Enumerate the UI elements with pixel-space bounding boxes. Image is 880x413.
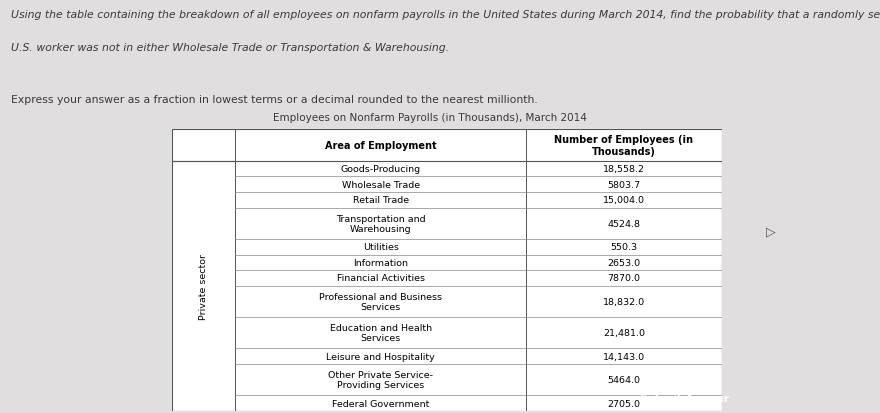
Text: 4524.8: 4524.8: [607, 219, 641, 228]
Text: 18,558.2: 18,558.2: [603, 165, 645, 173]
Text: 18,832.0: 18,832.0: [603, 297, 645, 306]
Text: Submit Answer: Submit Answer: [640, 393, 729, 403]
Text: Financial Activities: Financial Activities: [337, 274, 425, 283]
Text: Other Private Service-
Providing Services: Other Private Service- Providing Service…: [328, 370, 433, 389]
Text: Federal Government: Federal Government: [332, 399, 429, 408]
Text: Private sector: Private sector: [199, 253, 208, 319]
Text: 5803.7: 5803.7: [607, 180, 641, 189]
Text: U.S. worker was not in either Wholesale Trade or Transportation & Warehousing.: U.S. worker was not in either Wholesale …: [11, 43, 449, 53]
Text: Area of Employment: Area of Employment: [325, 141, 436, 151]
Text: 550.3: 550.3: [611, 242, 637, 252]
Text: Professional and Business
Services: Professional and Business Services: [319, 292, 442, 311]
Text: Education and Health
Services: Education and Health Services: [329, 323, 432, 343]
Text: Express your answer as a fraction in lowest terms or a decimal rounded to the ne: Express your answer as a fraction in low…: [11, 95, 538, 105]
Text: Number of Employees (in
Thousands): Number of Employees (in Thousands): [554, 135, 693, 157]
Text: Goods-Producing: Goods-Producing: [341, 165, 421, 173]
Text: Transportation and
Warehousing: Transportation and Warehousing: [336, 214, 425, 233]
Text: 2705.0: 2705.0: [607, 399, 641, 408]
Text: ▷: ▷: [766, 225, 775, 238]
Text: Wholesale Trade: Wholesale Trade: [341, 180, 420, 189]
Text: Employees on Nonfarm Payrolls (in Thousands), March 2014: Employees on Nonfarm Payrolls (in Thousa…: [273, 113, 587, 123]
Text: Information: Information: [353, 258, 408, 267]
Text: 7870.0: 7870.0: [607, 274, 641, 283]
Text: 5464.0: 5464.0: [607, 375, 641, 384]
Text: 15,004.0: 15,004.0: [603, 196, 645, 205]
Text: Retail Trade: Retail Trade: [353, 196, 408, 205]
Text: 21,481.0: 21,481.0: [603, 328, 645, 337]
Text: 2653.0: 2653.0: [607, 258, 641, 267]
Text: Leisure and Hospitality: Leisure and Hospitality: [326, 352, 435, 361]
Text: Using the table containing the breakdown of all employees on nonfarm payrolls in: Using the table containing the breakdown…: [11, 10, 880, 20]
Text: Utilities: Utilities: [363, 242, 399, 252]
Text: 14,143.0: 14,143.0: [603, 352, 645, 361]
